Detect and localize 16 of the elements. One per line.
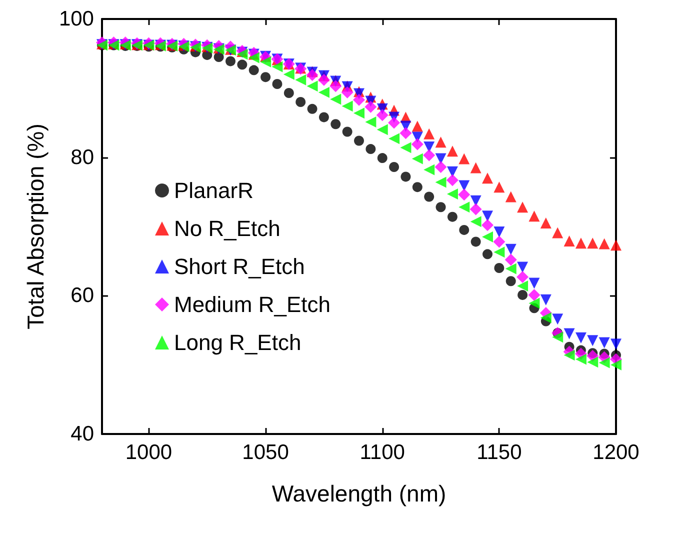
y-axis-title: Total Absorption (%) [22, 124, 48, 330]
legend-label: Long R_Etch [174, 330, 302, 355]
y-tick-label: 40 [70, 422, 94, 446]
x-axis-title: Wavelength (nm) [272, 480, 446, 506]
x-tick-label: 1050 [242, 441, 289, 464]
x-tick-label: 1150 [476, 441, 522, 464]
legend-label: PlanarR [174, 178, 254, 203]
y-tick-label: 80 [70, 146, 94, 169]
y-tick-label: 60 [70, 284, 94, 308]
legend-label: Short R_Etch [174, 254, 305, 279]
legend-label: No R_Etch [174, 216, 280, 241]
x-tick-label: 1000 [125, 441, 172, 464]
x-tick-label: 1200 [592, 441, 640, 464]
y-tick-label: 100 [58, 8, 94, 30]
legend-label: Medium R_Etch [174, 292, 331, 317]
x-tick-label: 1100 [360, 441, 405, 464]
